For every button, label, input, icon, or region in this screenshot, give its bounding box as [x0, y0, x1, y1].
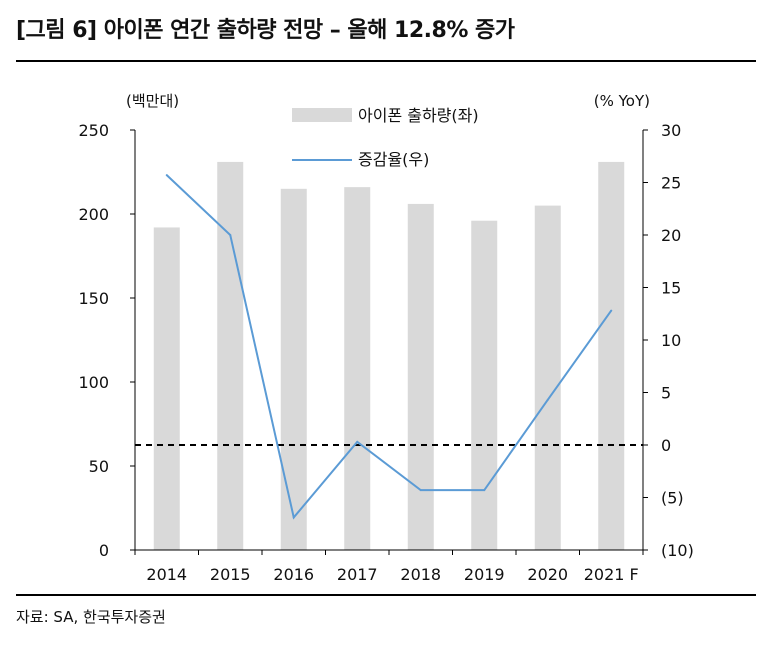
right-tick-label: 10	[661, 331, 681, 350]
line-point-2020	[546, 398, 549, 401]
line-point-2016	[292, 516, 295, 519]
left-tick-label: 200	[78, 205, 109, 224]
bar-2016	[280, 188, 307, 551]
right-tick-label: (5)	[661, 489, 684, 508]
left-tick-label: 150	[78, 289, 109, 308]
chart-title: [그림 6] 아이폰 연간 출하량 전망 – 올해 12.8% 증가	[16, 18, 515, 43]
right-axis-unit: (% YoY)	[594, 92, 650, 110]
x-tick-label: 2021 F	[584, 565, 639, 584]
right-tick-label: 25	[661, 174, 681, 193]
x-tick-label: 2014	[146, 565, 187, 584]
x-tick-label: 2016	[273, 565, 314, 584]
left-axis-unit: (백만대)	[126, 92, 179, 110]
right-tick-label: 30	[661, 121, 681, 140]
top-divider	[16, 60, 756, 62]
legend-bar-swatch	[292, 108, 352, 122]
bar-2017	[344, 187, 371, 550]
axes: 0 50 100 150 200 250 (10) (5) 0 5 10 15 20 25 30 2014 20…	[78, 92, 693, 584]
line-point-2017	[356, 440, 359, 443]
left-tick-label: 100	[78, 373, 109, 392]
line-point-2018	[419, 489, 422, 492]
x-tick-label: 2020	[527, 565, 568, 584]
source-note: 자료: SA, 한국투자증권	[16, 608, 166, 626]
right-tick-label: 15	[661, 279, 681, 298]
right-tick-label: 5	[661, 384, 671, 403]
x-tick-label: 2015	[210, 565, 251, 584]
x-tick-label: 2018	[400, 565, 441, 584]
bar-series	[153, 161, 625, 551]
legend-line-label: 증감율(우)	[358, 150, 429, 169]
right-tick-label: (10)	[661, 541, 694, 560]
bar-2018	[407, 203, 434, 551]
left-tick-label: 50	[89, 457, 109, 476]
combo-chart: 0 50 100 150 200 250 (10) (5) 0 5 10 15 20 25 30 2014 20…	[78, 92, 693, 584]
right-tick-label: 20	[661, 226, 681, 245]
bar-2014	[153, 227, 180, 550]
legend: 아이폰 출하량(좌) 증감율(우)	[292, 106, 479, 169]
bottom-divider	[16, 594, 756, 596]
line-point-2014	[165, 174, 168, 177]
legend-bar-label: 아이폰 출하량(좌)	[358, 106, 479, 125]
yoy-line-series	[166, 174, 613, 520]
x-tick-label: 2017	[337, 565, 378, 584]
line-point-2019	[483, 489, 486, 492]
x-tick-label: 2019	[464, 565, 505, 584]
bar-2019	[471, 220, 498, 550]
bar-2021F	[598, 161, 625, 551]
left-tick-label: 250	[78, 121, 109, 140]
bar-2015	[217, 161, 244, 551]
line-point-2021F	[610, 309, 613, 312]
right-tick-label: 0	[661, 436, 671, 455]
left-tick-label: 0	[99, 541, 109, 560]
line-point-2015	[229, 234, 232, 236]
bar-2020	[534, 205, 561, 550]
